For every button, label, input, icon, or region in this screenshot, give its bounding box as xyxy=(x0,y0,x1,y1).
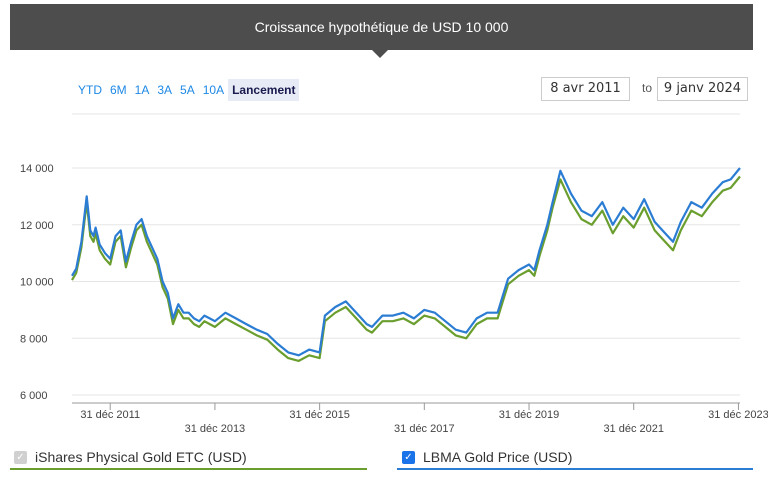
range-button-6m[interactable]: 6M xyxy=(110,83,127,97)
y-tick-label: 10 000 xyxy=(20,277,54,289)
x-tick-label: 31 déc 2021 xyxy=(603,423,664,435)
date-to-input[interactable]: 9 janv 2024 xyxy=(657,77,748,101)
legend-item-ishares[interactable]: ✓ iShares Physical Gold ETC (USD) xyxy=(14,446,247,468)
range-button-5a[interactable]: 5A xyxy=(180,83,195,97)
line-chart: 6 000 8 000 10 000 12 000 14 000 31 déc 2011… xyxy=(20,113,768,435)
x-axis: 31 déc 2011 31 déc 2013 31 déc 2015 31 déc … xyxy=(72,402,768,435)
series-line-1 xyxy=(71,167,741,357)
legend-underline-lbma xyxy=(397,468,753,470)
range-button-1a[interactable]: 1A xyxy=(134,83,150,97)
x-tick-label: 31 déc 2017 xyxy=(394,423,455,435)
lbma-checkbox[interactable]: ✓ xyxy=(402,450,415,464)
x-tick-label: 31 déc 2019 xyxy=(499,409,560,421)
header-pointer xyxy=(372,50,388,58)
legend-label-lbma: LBMA Gold Price (USD) xyxy=(423,449,573,465)
date-from-input[interactable]: 8 avr 2011 xyxy=(541,77,630,101)
legend-underline-ishares xyxy=(10,468,367,470)
chart-title: Croissance hypothétique de USD 10 000 xyxy=(254,19,509,35)
y-tick-label: 6 000 xyxy=(20,390,48,402)
date-to-label: to xyxy=(642,81,653,95)
x-tick-label: 31 déc 2013 xyxy=(185,423,246,435)
x-tick-label: 31 déc 2011 xyxy=(80,409,140,421)
legend-item-lbma[interactable]: ✓ LBMA Gold Price (USD) xyxy=(402,446,572,468)
range-button-lancement[interactable]: Lancement xyxy=(228,79,300,101)
x-tick-label: 31 déc 2015 xyxy=(289,409,350,421)
y-tick-label: 8 000 xyxy=(20,333,48,345)
legend-label-ishares: iShares Physical Gold ETC (USD) xyxy=(35,449,247,465)
series-line-0 xyxy=(71,175,741,362)
chart-gridlines xyxy=(72,113,740,396)
chart-series-lines xyxy=(71,167,741,362)
y-tick-label: 14 000 xyxy=(20,163,54,175)
y-tick-label: 12 000 xyxy=(20,220,54,232)
range-button-ytd[interactable]: YTD xyxy=(78,83,102,97)
range-button-3a[interactable]: 3A xyxy=(157,83,173,97)
x-tick-label: 31 déc 2023 xyxy=(708,409,768,421)
y-axis-ticks: 6 000 8 000 10 000 12 000 14 000 xyxy=(20,163,54,402)
chart-header: Croissance hypothétique de USD 10 000 xyxy=(10,4,753,50)
range-selector: YTD 6M 1A 3A 5A 10A Lancement xyxy=(74,79,300,101)
range-button-10a[interactable]: 10A xyxy=(202,83,225,97)
ishares-checkbox[interactable]: ✓ xyxy=(14,450,27,464)
